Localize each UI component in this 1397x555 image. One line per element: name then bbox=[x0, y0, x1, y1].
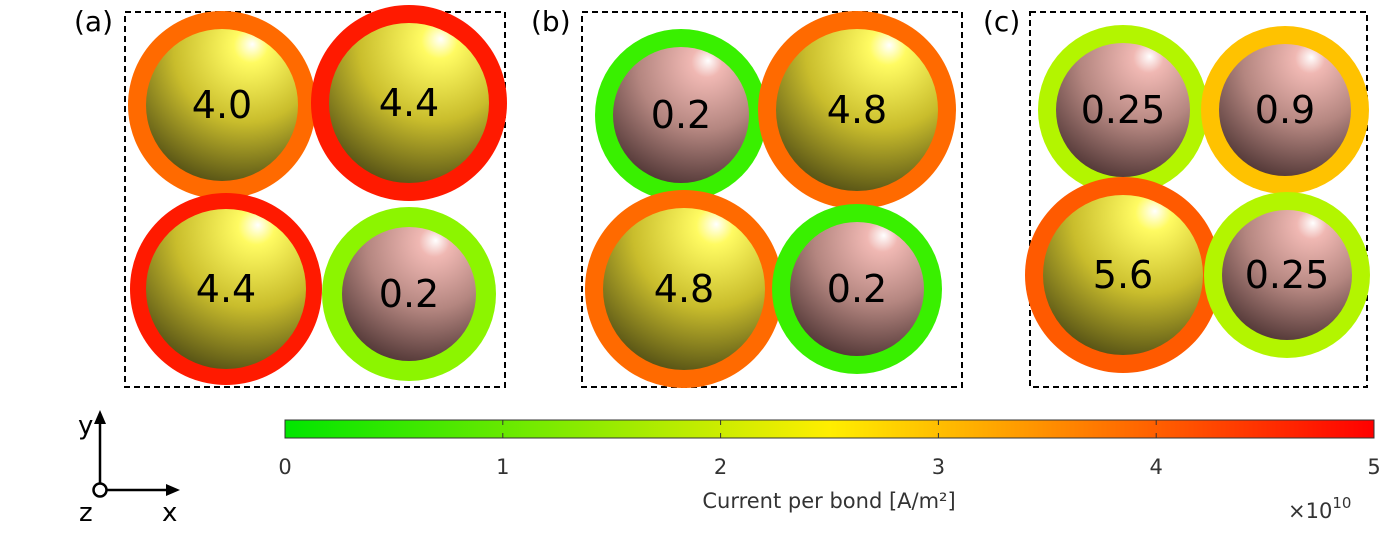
multiplier-exponent: 10 bbox=[1332, 494, 1351, 512]
colorbar-tick-label: 0 bbox=[278, 455, 291, 479]
atom-c-4: 0.25 bbox=[1204, 192, 1370, 358]
panel-b-label: (b) bbox=[531, 5, 571, 38]
colorbar-tick-label: 1 bbox=[496, 455, 509, 479]
current-value: 5.6 bbox=[1093, 253, 1153, 297]
atom-b-1: 0.2 bbox=[595, 29, 767, 201]
x-arrowhead bbox=[166, 484, 180, 496]
x-axis-label: x bbox=[162, 498, 177, 528]
y-arrowhead bbox=[94, 410, 106, 424]
pink-sphere bbox=[790, 222, 924, 356]
gold-sphere bbox=[776, 29, 938, 191]
colorbar-ticks: 0 1 2 3 4 5 bbox=[278, 420, 1381, 479]
pink-sphere bbox=[1056, 43, 1190, 177]
atom-a-1: 4.0 bbox=[128, 11, 316, 199]
coordinate-axes: y x z bbox=[78, 410, 180, 528]
current-value: 4.4 bbox=[379, 81, 439, 125]
gold-sphere bbox=[1043, 195, 1203, 355]
z-axis-label: z bbox=[79, 498, 93, 528]
current-value: 4.0 bbox=[192, 83, 252, 127]
current-value: 4.8 bbox=[654, 267, 714, 311]
colorbar-gradient bbox=[284, 419, 1375, 439]
atom-b-4: 0.2 bbox=[772, 204, 942, 374]
gold-sphere bbox=[146, 209, 306, 369]
atom-a-4: 0.2 bbox=[322, 207, 496, 381]
y-axis-label: y bbox=[78, 411, 93, 441]
gold-sphere bbox=[146, 29, 298, 181]
atom-c-2: 0.9 bbox=[1201, 26, 1369, 194]
colorbar-multiplier: ×1010 bbox=[1288, 494, 1351, 523]
current-value: 0.9 bbox=[1255, 88, 1315, 132]
colorbar-tick-label: 5 bbox=[1367, 455, 1380, 479]
panel-c: (c) 0.25 0.9 5.6 0.25 bbox=[983, 5, 1370, 388]
gold-sphere bbox=[603, 208, 765, 370]
panel-a: (a) 4.0 4.4 4.4 0.2 bbox=[74, 5, 507, 388]
panel-b: (b) 0.2 4.8 4.8 0.2 bbox=[531, 5, 963, 388]
current-value: 4.4 bbox=[196, 267, 256, 311]
panel-a-frame bbox=[124, 11, 506, 388]
atom-a-2: 4.4 bbox=[311, 5, 507, 201]
current-value: 0.2 bbox=[379, 272, 439, 316]
colorbar-tick-label: 3 bbox=[932, 455, 945, 479]
pink-sphere bbox=[342, 227, 476, 361]
current-value: 0.2 bbox=[827, 267, 887, 311]
atom-b-2: 4.8 bbox=[758, 11, 956, 209]
panel-c-frame bbox=[1029, 11, 1368, 388]
colorbar: 0 1 2 3 4 5 Current per bond [A/m²] ×1010 bbox=[278, 419, 1381, 523]
colorbar-tick-label: 4 bbox=[1150, 455, 1163, 479]
panel-a-label: (a) bbox=[74, 5, 113, 38]
multiplier-base: ×10 bbox=[1288, 499, 1332, 523]
current-value: 0.25 bbox=[1245, 253, 1330, 297]
current-value: 4.8 bbox=[827, 88, 887, 132]
colorbar-label: Current per bond [A/m²] bbox=[702, 489, 955, 513]
current-value: 0.2 bbox=[651, 93, 711, 137]
panel-c-label: (c) bbox=[983, 5, 1020, 38]
atom-c-1: 0.25 bbox=[1038, 25, 1208, 195]
gold-sphere bbox=[329, 23, 489, 183]
colorbar-tick-label: 2 bbox=[714, 455, 727, 479]
z-axis-circle bbox=[92, 482, 108, 498]
pink-sphere bbox=[613, 47, 749, 183]
panel-b-frame bbox=[581, 11, 963, 388]
pink-sphere bbox=[1222, 210, 1352, 340]
atom-c-3: 5.6 bbox=[1025, 177, 1221, 373]
current-value: 0.25 bbox=[1081, 88, 1166, 132]
atom-b-3: 4.8 bbox=[585, 190, 783, 388]
atom-a-3: 4.4 bbox=[130, 193, 322, 385]
pink-sphere bbox=[1219, 44, 1351, 176]
